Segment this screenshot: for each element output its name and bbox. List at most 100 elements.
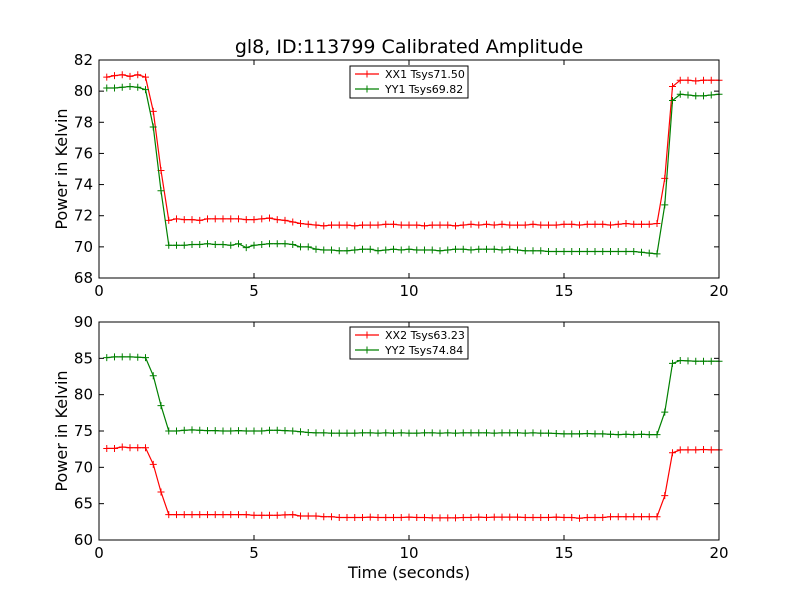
data-point: [188, 241, 196, 249]
data-point: [366, 513, 374, 521]
data-point: [157, 187, 165, 195]
data-point: [165, 216, 173, 224]
data-point: [297, 512, 304, 520]
data-point: [645, 431, 653, 439]
legend-entry: YY1 Tsys69.82: [355, 83, 463, 96]
data-point: [328, 429, 335, 437]
data-point: [638, 248, 645, 256]
data-point: [436, 429, 444, 437]
data-point: [304, 512, 312, 520]
x-tick-label: 15: [554, 544, 573, 562]
data-point: [142, 73, 149, 81]
data-point: [258, 241, 266, 249]
data-point: [196, 511, 204, 519]
y-tick-label: 82: [74, 51, 93, 69]
data-point: [103, 444, 111, 452]
data-point: [111, 353, 118, 361]
x-tick-label: 20: [709, 544, 728, 562]
y-tick-label: 70: [74, 238, 93, 256]
data-point: [320, 429, 328, 437]
data-point: [281, 240, 289, 248]
data-point: [273, 426, 281, 434]
data-point: [583, 430, 591, 438]
data-point: [405, 429, 413, 437]
data-point: [661, 408, 669, 416]
data-point: [498, 429, 506, 437]
data-point: [591, 430, 599, 438]
data-point: [312, 245, 320, 253]
data-point: [227, 427, 235, 435]
legend-entry: YY2 Tsys74.84: [355, 344, 463, 357]
data-point: [568, 220, 576, 228]
x-tick-label: 5: [249, 282, 259, 300]
data-point: [552, 513, 560, 521]
legend-label: YY2 Tsys74.84: [384, 344, 463, 357]
data-point: [188, 511, 196, 519]
data-point: [444, 246, 452, 254]
data-point: [552, 221, 560, 229]
data-point: [630, 431, 638, 439]
data-point: [490, 221, 498, 229]
data-point: [552, 430, 560, 438]
data-point: [188, 426, 196, 434]
data-point: [452, 514, 459, 522]
data-point: [289, 427, 297, 435]
data-point: [227, 511, 235, 519]
data-point: [134, 83, 142, 91]
y-tick-label: 75: [74, 422, 93, 440]
data-point: [211, 427, 219, 435]
data-point: [622, 513, 630, 521]
data-point: [374, 513, 382, 521]
y-tick-label: 72: [74, 207, 93, 225]
y-tick-label: 60: [74, 531, 93, 549]
data-point: [281, 427, 289, 435]
data-point: [149, 123, 157, 131]
data-point: [359, 513, 366, 521]
data-point: [684, 76, 692, 84]
data-point: [614, 513, 622, 521]
series-2: [103, 353, 723, 439]
data-point: [521, 221, 529, 229]
data-point: [211, 215, 219, 223]
data-point: [273, 240, 281, 248]
data-point: [165, 241, 173, 249]
data-point: [568, 248, 576, 256]
data-point: [576, 221, 583, 229]
data-point: [196, 241, 204, 249]
data-point: [118, 71, 126, 79]
data-point: [459, 429, 467, 437]
data-point: [676, 76, 684, 84]
data-point: [289, 218, 297, 226]
data-point: [103, 73, 111, 81]
data-point: [459, 513, 467, 521]
data-point: [529, 513, 537, 521]
data-point: [591, 248, 599, 256]
data-point: [258, 215, 266, 223]
data-point: [250, 511, 258, 519]
data-point: [692, 357, 700, 365]
data-point: [591, 220, 599, 228]
data-point: [335, 429, 343, 437]
data-point: [537, 221, 545, 229]
data-point: [266, 240, 273, 248]
data-point: [421, 246, 428, 254]
data-point: [250, 216, 258, 224]
data-point: [227, 241, 235, 249]
data-point: [475, 221, 483, 229]
data-point: [328, 246, 335, 254]
data-point: [459, 221, 467, 229]
data-point: [390, 513, 397, 521]
data-point: [661, 492, 669, 500]
data-point: [467, 513, 475, 521]
data-point: [552, 248, 560, 256]
data-point: [475, 245, 483, 253]
data-point: [700, 76, 707, 84]
data-point: [661, 201, 669, 209]
data-point: [343, 513, 351, 521]
data-point: [467, 246, 475, 254]
data-point: [444, 429, 452, 437]
data-point: [103, 84, 111, 92]
data-point: [506, 221, 514, 229]
data-point: [529, 220, 537, 228]
y-axis-label: Power in Kelvin: [52, 370, 71, 491]
